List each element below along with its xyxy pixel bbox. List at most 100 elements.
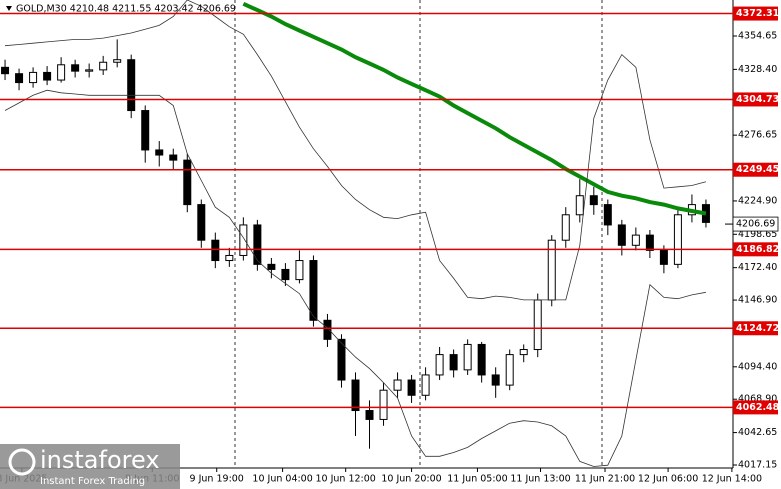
candle-body — [505, 354, 514, 386]
candle-body — [141, 110, 150, 151]
candle-body — [603, 204, 612, 226]
candle-body — [253, 224, 262, 265]
candle-body — [127, 59, 136, 112]
candle-body — [477, 343, 486, 376]
candle-body — [169, 154, 178, 161]
candle-body — [393, 379, 402, 391]
level-label: 4372.31 — [736, 8, 779, 19]
level-tag: 4062.48 — [733, 400, 780, 415]
level-label: 4304.73 — [736, 94, 779, 105]
candle-body — [183, 159, 192, 206]
candle-body — [365, 410, 374, 420]
candle-body — [85, 69, 94, 72]
x-tick-label: 12 Jun 14:00 — [702, 474, 762, 485]
candle-body — [519, 349, 528, 356]
y-tick-label: 4068.90 — [738, 394, 777, 405]
candle-body — [225, 254, 234, 262]
candle-body — [15, 73, 24, 84]
candle-body — [267, 263, 276, 270]
candle-body — [295, 260, 304, 281]
level-tag: 4372.31 — [733, 6, 779, 21]
level-tag: 4124.72 — [733, 321, 779, 336]
x-tick-label: 10 Jun 12:00 — [316, 474, 376, 485]
x-tick-label: 10 Jun 04:00 — [252, 474, 312, 485]
plot-area — [1, 0, 710, 467]
indicator-line — [4, 89, 706, 467]
candle-body — [351, 379, 360, 412]
level-tag-box — [733, 400, 778, 415]
watermark-logo — [8, 448, 36, 476]
level-label: 4124.72 — [736, 323, 779, 334]
x-tick-label: 12 Jun 06:00 — [638, 474, 698, 485]
candle-body — [197, 204, 206, 241]
candle-body — [631, 234, 640, 246]
candle-body — [435, 354, 444, 376]
y-tick-label: 4094.40 — [738, 361, 777, 372]
candle-body — [309, 260, 318, 321]
x-tick-label: 11 Jun 05:00 — [447, 474, 507, 485]
candle-body — [659, 249, 668, 265]
candle-body — [29, 71, 38, 84]
candle-body — [533, 299, 542, 351]
candle-body — [449, 354, 458, 371]
candle-body — [491, 374, 500, 386]
candle-body — [71, 64, 80, 72]
candle-body — [99, 61, 108, 71]
y-tick-label: 4042.65 — [738, 427, 777, 438]
candle-body — [323, 319, 332, 340]
y-tick-label: 4017.15 — [738, 460, 777, 471]
candle-body — [645, 234, 654, 251]
candle-body — [561, 214, 570, 241]
x-tick-label: 9 Jun 19:00 — [190, 474, 244, 485]
candle-body — [211, 239, 220, 262]
candle-body — [673, 214, 682, 265]
x-tick-label: 11 Jun 21:00 — [575, 474, 635, 485]
candle-body — [407, 379, 416, 396]
candle-body — [1, 66, 10, 75]
candle-body — [155, 149, 164, 156]
candle-body — [239, 224, 248, 256]
watermark-tagline: Instant Forex Trading — [40, 476, 145, 487]
candle-body — [337, 338, 346, 381]
chart-title: GOLD,M30 4210.48 4211.55 4203.42 4206.69 — [16, 4, 236, 15]
watermark: instaforex Instant Forex Trading — [0, 444, 180, 489]
x-tick-label: 11 Jun 13:00 — [510, 474, 570, 485]
level-label: 4249.45 — [736, 164, 779, 175]
level-tag: 4249.45 — [733, 162, 779, 177]
candle-body — [281, 268, 290, 281]
y-tick-label: 4172.40 — [738, 262, 777, 273]
y-tick-label: 4198.65 — [738, 229, 777, 240]
level-tag-box — [733, 6, 778, 21]
watermark-brand: instaforex — [40, 446, 160, 474]
level-tag-box — [733, 242, 778, 257]
y-tick-label: 4328.40 — [738, 64, 777, 75]
candle-body — [589, 195, 598, 206]
indicator-line — [4, 0, 707, 301]
candle-body — [43, 71, 52, 81]
candle-body — [463, 343, 472, 371]
level-tag: 4186.82 — [733, 242, 779, 257]
candle-body — [421, 374, 430, 396]
level-tag-box — [733, 92, 778, 107]
y-tick-label: 4224.90 — [738, 195, 777, 206]
last-price-label: 4206.69 — [736, 219, 775, 230]
level-tag-box — [733, 321, 778, 336]
candle-body — [57, 64, 66, 81]
menu-arrow — [6, 6, 12, 11]
level-label: 4062.48 — [736, 402, 780, 413]
candle-body — [113, 59, 122, 63]
candle-body — [575, 195, 584, 216]
candle-body — [379, 389, 388, 420]
x-tick-label: 10 Jun 20:00 — [381, 474, 441, 485]
level-label: 4186.82 — [736, 244, 779, 255]
y-tick-label: 4276.65 — [738, 130, 777, 141]
y-tick-label: 4354.65 — [738, 30, 777, 41]
axes: 4354.65 4328.40 4276.65 4224.90 4198.65 4172.… — [0, 30, 777, 484]
separators — [234, 0, 603, 468]
level-tag: 4304.73 — [733, 92, 779, 107]
level-tag-box — [733, 162, 778, 177]
candle-body — [617, 224, 626, 246]
indicator-line — [242, 1, 707, 216]
